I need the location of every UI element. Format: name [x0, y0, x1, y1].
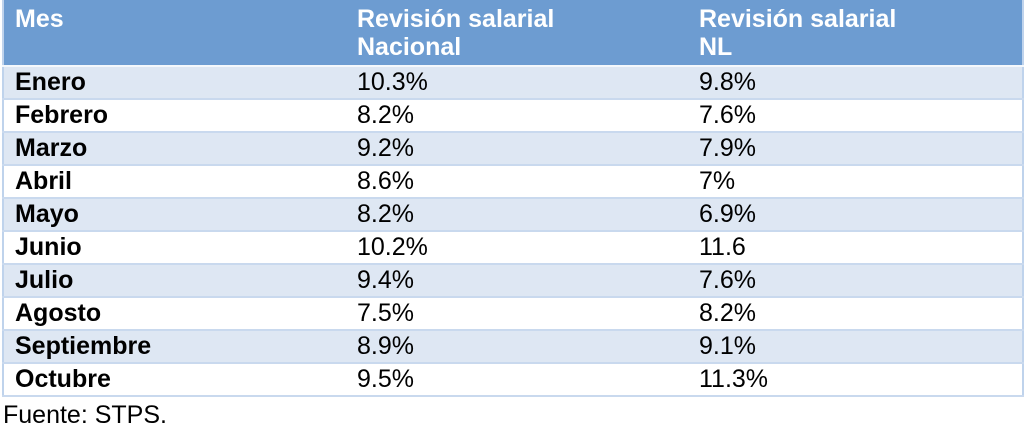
column-header-revision-nl: Revisión salarial NL: [688, 0, 1024, 67]
cell-nl: 11.3%: [688, 363, 1024, 397]
cell-nacional: 9.5%: [346, 363, 688, 397]
table-row: Octubre 9.5% 11.3%: [2, 363, 1024, 397]
cell-month: Agosto: [2, 297, 346, 331]
cell-nacional: 9.4%: [346, 264, 688, 298]
cell-month: Enero: [2, 66, 346, 100]
table-row: Septiembre 8.9% 9.1%: [2, 330, 1024, 364]
cell-month: Octubre: [2, 363, 346, 397]
source-note: Fuente: STPS.: [3, 401, 167, 429]
table-row: Enero 10.3% 9.8%: [2, 66, 1024, 100]
table-row: Abril 8.6% 7%: [2, 165, 1024, 199]
column-header-revision-nacional: Revisión salarial Nacional: [346, 0, 688, 67]
cell-nacional: 8.2%: [346, 99, 688, 133]
cell-nl: 9.8%: [688, 66, 1024, 100]
cell-nacional: 10.3%: [346, 66, 688, 100]
cell-nl: 9.1%: [688, 330, 1024, 364]
cell-nacional: 9.2%: [346, 132, 688, 166]
cell-nl: 6.9%: [688, 198, 1024, 232]
cell-nl: 7%: [688, 165, 1024, 199]
column-header-mes: Mes: [2, 0, 346, 67]
table-row: Febrero 8.2% 7.6%: [2, 99, 1024, 133]
cell-nl: 7.6%: [688, 99, 1024, 133]
cell-nl: 7.9%: [688, 132, 1024, 166]
table-row: Agosto 7.5% 8.2%: [2, 297, 1024, 331]
cell-nl: 8.2%: [688, 297, 1024, 331]
cell-nacional: 8.6%: [346, 165, 688, 199]
cell-month: Febrero: [2, 99, 346, 133]
table-row: Marzo 9.2% 7.9%: [2, 132, 1024, 166]
cell-month: Septiembre: [2, 330, 346, 364]
salary-revision-table-container: Mes Revisión salarial Nacional Revisión …: [2, 0, 1024, 397]
cell-nl: 11.6: [688, 231, 1024, 265]
cell-nacional: 8.2%: [346, 198, 688, 232]
cell-month: Mayo: [2, 198, 346, 232]
header-row: Mes Revisión salarial Nacional Revisión …: [2, 0, 1024, 67]
cell-nl: 7.6%: [688, 264, 1024, 298]
cell-month: Junio: [2, 231, 346, 265]
cell-nacional: 8.9%: [346, 330, 688, 364]
table-row: Mayo 8.2% 6.9%: [2, 198, 1024, 232]
table-row: Julio 9.4% 7.6%: [2, 264, 1024, 298]
salary-revision-table: Mes Revisión salarial Nacional Revisión …: [2, 0, 1024, 397]
cell-month: Marzo: [2, 132, 346, 166]
cell-month: Julio: [2, 264, 346, 298]
cell-month: Abril: [2, 165, 346, 199]
cell-nacional: 7.5%: [346, 297, 688, 331]
table-row: Junio 10.2% 11.6: [2, 231, 1024, 265]
cell-nacional: 10.2%: [346, 231, 688, 265]
